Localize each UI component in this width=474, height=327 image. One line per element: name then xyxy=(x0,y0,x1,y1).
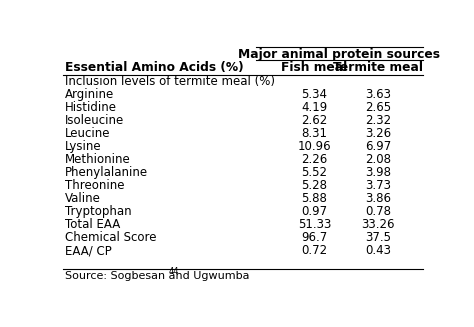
Text: 2.26: 2.26 xyxy=(301,153,328,166)
Text: 96.7: 96.7 xyxy=(301,232,328,245)
Text: 2.32: 2.32 xyxy=(365,114,391,128)
Text: Chemical Score: Chemical Score xyxy=(65,232,156,245)
Text: Leucine: Leucine xyxy=(65,128,110,140)
Text: Arginine: Arginine xyxy=(65,88,114,101)
Text: Valine: Valine xyxy=(65,193,100,205)
Text: 0.72: 0.72 xyxy=(301,245,328,257)
Text: Essential Amino Acids (%): Essential Amino Acids (%) xyxy=(65,61,243,74)
Text: Histidine: Histidine xyxy=(65,101,117,114)
Text: Methionine: Methionine xyxy=(65,153,130,166)
Text: 2.65: 2.65 xyxy=(365,101,391,114)
Text: 37.5: 37.5 xyxy=(365,232,391,245)
Text: 5.88: 5.88 xyxy=(301,193,328,205)
Text: Termite meal: Termite meal xyxy=(333,61,423,74)
Text: Source: Sogbesan and Ugwumba: Source: Sogbesan and Ugwumba xyxy=(65,271,253,281)
Text: Tryptophan: Tryptophan xyxy=(65,205,131,218)
Text: 3.26: 3.26 xyxy=(365,128,391,140)
Text: 3.86: 3.86 xyxy=(365,193,391,205)
Text: 6.97: 6.97 xyxy=(365,140,391,153)
Text: Isoleucine: Isoleucine xyxy=(65,114,124,128)
Text: 44: 44 xyxy=(169,267,179,276)
Text: 5.34: 5.34 xyxy=(301,88,328,101)
Text: 3.73: 3.73 xyxy=(365,180,391,193)
Text: 3.98: 3.98 xyxy=(365,166,391,180)
Text: 0.78: 0.78 xyxy=(365,205,391,218)
Text: Major animal protein sources: Major animal protein sources xyxy=(238,48,440,61)
Text: 5.28: 5.28 xyxy=(301,180,328,193)
Text: 2.08: 2.08 xyxy=(365,153,391,166)
Text: 0.43: 0.43 xyxy=(365,245,391,257)
Text: Fish meal: Fish meal xyxy=(282,61,348,74)
Text: Phenylalanine: Phenylalanine xyxy=(65,166,148,180)
Text: 3.63: 3.63 xyxy=(365,88,391,101)
Text: Lysine: Lysine xyxy=(65,140,101,153)
Text: Inclusion levels of termite meal (%): Inclusion levels of termite meal (%) xyxy=(65,76,275,88)
Text: Threonine: Threonine xyxy=(65,180,124,193)
Text: 4.19: 4.19 xyxy=(301,101,328,114)
Text: 8.31: 8.31 xyxy=(301,128,328,140)
Text: Total EAA: Total EAA xyxy=(65,218,120,232)
Text: 0.97: 0.97 xyxy=(301,205,328,218)
Text: 5.52: 5.52 xyxy=(301,166,328,180)
Text: EAA/ CP: EAA/ CP xyxy=(65,245,111,257)
Text: 51.33: 51.33 xyxy=(298,218,331,232)
Text: 10.96: 10.96 xyxy=(298,140,331,153)
Text: 33.26: 33.26 xyxy=(361,218,395,232)
Text: 2.62: 2.62 xyxy=(301,114,328,128)
